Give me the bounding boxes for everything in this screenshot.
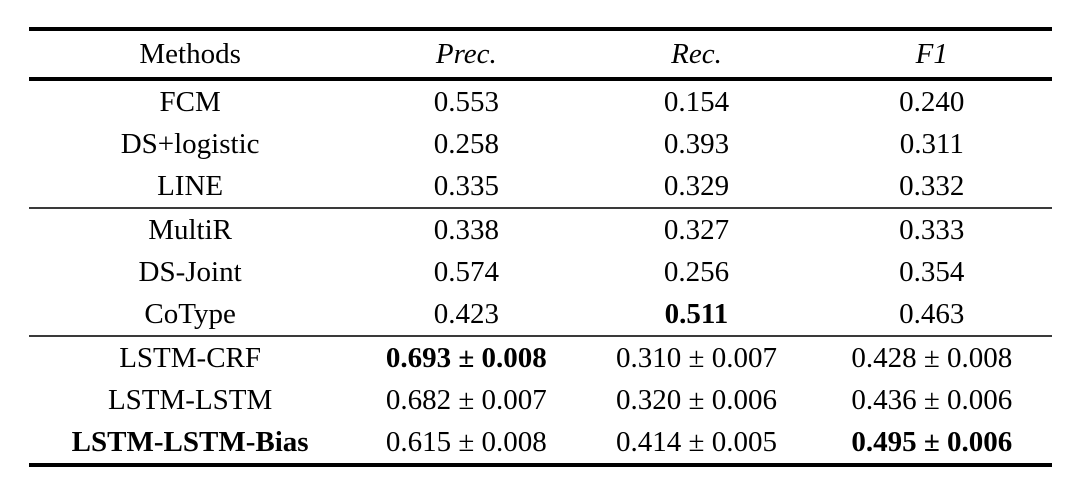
value-cell-prec: 0.423 xyxy=(433,297,499,330)
value-cell-f1: 0.428 ± 0.008 xyxy=(811,335,1052,379)
method-cell: LSTM-CRF xyxy=(29,335,352,379)
value-cell-rec: 0.327 xyxy=(581,207,812,251)
value-cell-f1: 0.333 xyxy=(811,207,1052,251)
value-cell-prec: 0.258 xyxy=(433,127,499,160)
value-cell-rec: 0.511 xyxy=(664,297,729,330)
value-cell-prec: 0.693 ± 0.008 xyxy=(351,335,582,379)
table-row: FCM 0.553 0.154 0.240 xyxy=(29,79,1052,123)
value-cell-f1: 0.311 xyxy=(899,127,964,160)
method-cell: DS+logistic xyxy=(120,127,260,160)
table-header: Methods Prec. Rec. F1 xyxy=(29,29,1052,81)
value-cell-f1: 0.240 xyxy=(899,85,965,118)
value-cell-f1: 0.332 xyxy=(899,169,965,202)
method-cell: DS-Joint xyxy=(138,255,242,288)
value-cell-prec: 0.553 xyxy=(433,85,499,118)
value-cell-rec: 0.154 xyxy=(663,85,730,118)
value-cell-f1: 0.495 ± 0.006 xyxy=(851,425,1013,458)
results-table: Methods Prec. Rec. F1 FCM 0.553 0.154 0.240 DS+… xyxy=(29,27,1052,467)
value-cell-f1: 0.354 xyxy=(899,255,965,288)
value-cell-rec: 0.329 xyxy=(663,169,730,202)
table-row: LSTM-CRF 0.693 ± 0.008 0.310 ± 0.007 0.428 … xyxy=(29,335,1052,379)
column-header-prec: Prec. xyxy=(351,29,582,81)
value-cell-prec: 0.682 ± 0.007 xyxy=(385,383,547,416)
value-cell-f1: 0.436 ± 0.006 xyxy=(851,383,1013,416)
table-row: LSTM-LSTM-Bias 0.615 ± 0.008 0.414 ± 0.005… xyxy=(29,421,1052,465)
table-row: MultiR 0.338 0.327 0.333 xyxy=(29,207,1052,251)
value-cell-prec: 0.335 xyxy=(433,169,499,202)
value-cell-prec: 0.615 ± 0.008 xyxy=(385,425,547,458)
value-cell-rec: 0.310 ± 0.007 xyxy=(581,335,812,379)
method-cell: LSTM-LSTM xyxy=(107,383,273,416)
value-cell-f1: 0.463 xyxy=(899,297,965,330)
table-row: LSTM-LSTM 0.682 ± 0.007 0.320 ± 0.006 0.436… xyxy=(29,379,1052,421)
method-cell: CoType xyxy=(144,297,236,330)
table-row: CoType 0.423 0.511 0.463 xyxy=(29,293,1052,336)
column-header-methods: Methods xyxy=(29,29,352,81)
method-cell: FCM xyxy=(159,85,221,118)
table-row: DS-Joint 0.574 0.256 0.354 xyxy=(29,251,1052,293)
value-cell-rec: 0.414 ± 0.005 xyxy=(616,425,777,458)
column-header-rec: Rec. xyxy=(581,29,812,81)
method-cell: LINE xyxy=(157,169,224,202)
value-cell-rec: 0.256 xyxy=(663,255,730,288)
value-cell-prec: 0.338 xyxy=(351,207,582,251)
table-body: FCM 0.553 0.154 0.240 DS+logistic 0.258 0.393 0… xyxy=(29,79,1052,465)
table-header-row: Methods Prec. Rec. F1 xyxy=(29,29,1052,81)
value-cell-rec: 0.393 xyxy=(663,127,730,160)
value-cell-prec: 0.574 xyxy=(433,255,499,288)
method-cell: MultiR xyxy=(29,207,352,251)
table-row: DS+logistic 0.258 0.393 0.311 xyxy=(29,123,1052,165)
value-cell-rec: 0.320 ± 0.006 xyxy=(616,383,777,416)
column-header-f1: F1 xyxy=(811,29,1052,81)
method-cell: LSTM-LSTM-Bias xyxy=(71,425,309,458)
table-row: LINE 0.335 0.329 0.332 xyxy=(29,165,1052,208)
